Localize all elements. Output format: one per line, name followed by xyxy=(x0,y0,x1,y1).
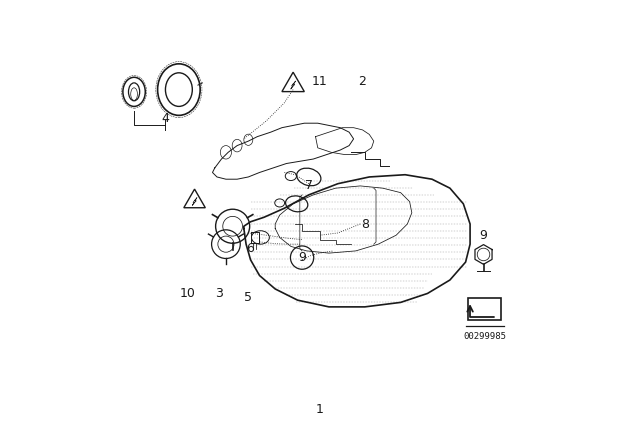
Text: 5: 5 xyxy=(244,291,252,305)
Text: 2: 2 xyxy=(358,75,367,88)
Text: 11: 11 xyxy=(312,75,328,88)
Text: 7: 7 xyxy=(305,179,313,193)
Text: 9: 9 xyxy=(298,251,306,264)
Text: 9: 9 xyxy=(479,228,488,242)
Text: 00299985: 00299985 xyxy=(463,332,506,340)
Text: ⚡: ⚡ xyxy=(291,82,295,88)
Text: 1: 1 xyxy=(316,403,324,417)
Text: ⚡: ⚡ xyxy=(193,199,196,204)
Text: 8: 8 xyxy=(361,217,369,231)
Text: 10: 10 xyxy=(180,287,196,300)
Text: 3: 3 xyxy=(215,287,223,300)
Text: 4: 4 xyxy=(161,112,170,125)
Bar xyxy=(468,298,502,320)
Text: 6: 6 xyxy=(246,242,255,255)
